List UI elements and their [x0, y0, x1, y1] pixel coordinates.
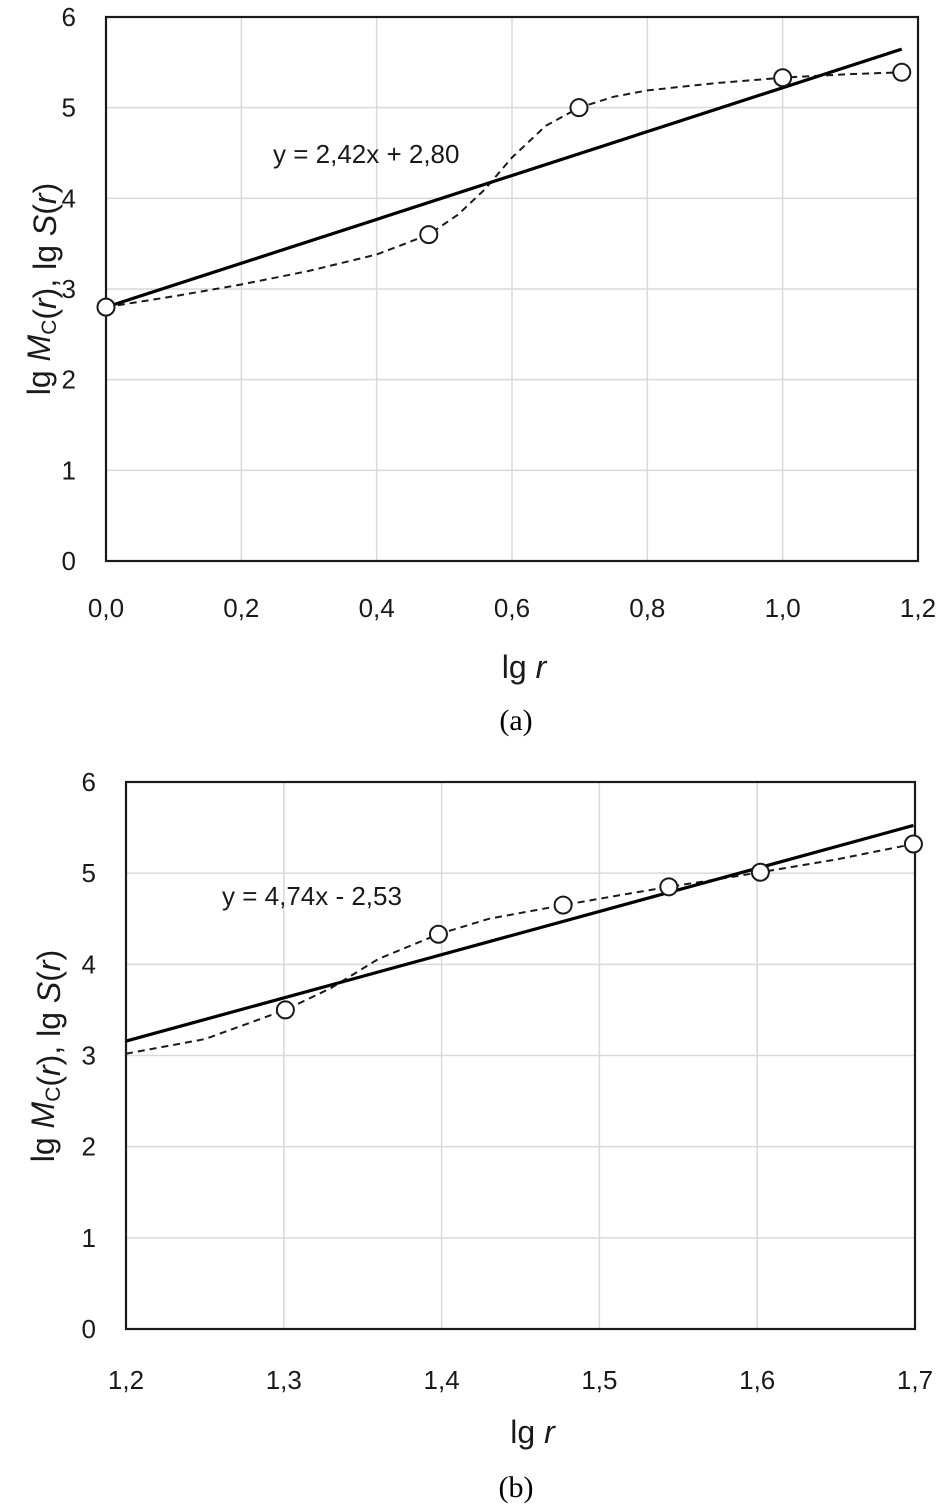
trendline — [125, 823, 914, 1043]
panel-caption: (a) — [499, 704, 532, 737]
y-tick-label: 5 — [82, 858, 96, 888]
data-point — [903, 834, 923, 854]
chart-panel-a: 0,0 0,2 0,4 0,6 0,8 1,0 1,2 0 1 2 3 4 5 6 y = 2,42x + … — [21, 2, 936, 737]
x-tick-label: 1,2 — [900, 593, 936, 623]
y-tick-label: 2 — [62, 365, 76, 395]
smooth-curve-line — [105, 71, 902, 309]
data-point — [419, 225, 439, 245]
x-tick-label: 0,8 — [629, 593, 665, 623]
y-tick-label: 3 — [82, 1041, 96, 1071]
x-tick-label: 0,6 — [494, 593, 530, 623]
y-tick-label: 6 — [82, 767, 96, 797]
data-point — [892, 62, 912, 82]
x-tick-label: 1,5 — [581, 1365, 617, 1395]
y-tick-label: 0 — [62, 546, 76, 576]
y-axis-label: lg MC(r), lg S(r) — [21, 183, 63, 395]
data-point — [428, 924, 448, 944]
y-tick-label: 5 — [62, 93, 76, 123]
y-tick-label: 0 — [82, 1314, 96, 1344]
x-tick-label: 1,3 — [266, 1365, 302, 1395]
x-tick-label: 0,2 — [223, 593, 259, 623]
x-tick-label: 1,4 — [424, 1365, 460, 1395]
data-point — [569, 98, 589, 118]
data-point — [553, 895, 573, 915]
plot-frame — [124, 780, 917, 1331]
y-tick-label: 6 — [62, 2, 76, 32]
y-tick-label: 3 — [62, 274, 76, 304]
y-axis-label: lg MC(r), lg S(r) — [25, 950, 67, 1162]
x-tick-label: 0,0 — [88, 593, 124, 623]
x-tick-label: 0,4 — [359, 593, 395, 623]
smooth-curve-line — [125, 843, 914, 1055]
panel-caption: (b) — [499, 1471, 534, 1504]
trendline-equation: y = 2,42x + 2,80 — [273, 139, 459, 169]
y-tick-label: 1 — [62, 455, 76, 485]
y-tick-label: 1 — [82, 1223, 96, 1253]
data-point — [659, 877, 679, 897]
trendline-equation: y = 4,74x - 2,53 — [222, 881, 402, 911]
x-tick-label: 1,6 — [739, 1365, 775, 1395]
data-point — [773, 68, 793, 88]
y-tick-label: 4 — [62, 183, 76, 213]
data-point — [96, 297, 116, 317]
plot-frame — [104, 15, 920, 563]
x-tick-label: 1,2 — [108, 1365, 144, 1395]
x-tick-label: 1,0 — [765, 593, 801, 623]
x-axis-label: lg r — [502, 649, 548, 685]
x-tick-label: 1,7 — [897, 1365, 933, 1395]
data-point — [275, 1000, 295, 1020]
data-point — [750, 862, 770, 882]
trendline — [105, 47, 903, 309]
chart-panel-b: 1,2 1,3 1,4 1,5 1,6 1,7 0 1 2 3 4 5 6 y = 4,74x - 2,5… — [25, 767, 933, 1504]
y-tick-label: 2 — [82, 1132, 96, 1162]
y-tick-label: 4 — [82, 949, 96, 979]
x-axis-label: lg r — [510, 1414, 556, 1450]
